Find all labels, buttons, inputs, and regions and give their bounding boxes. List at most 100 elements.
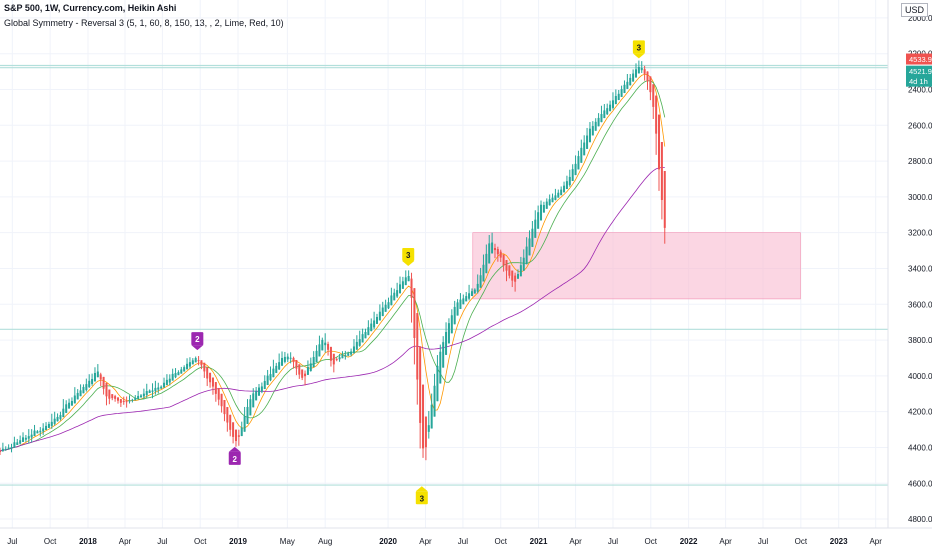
candle-body — [591, 126, 594, 136]
candle-body — [16, 442, 19, 445]
candle-body — [30, 434, 33, 438]
candle-body — [375, 316, 378, 324]
candle-body — [327, 343, 330, 350]
candle-body — [617, 93, 620, 101]
candle-body — [583, 142, 586, 156]
candle-body — [4, 448, 7, 450]
time-tick-label: May — [280, 537, 295, 546]
candle-body — [571, 169, 574, 182]
candle-body — [194, 358, 197, 363]
candle-body — [24, 437, 27, 440]
candle-body — [157, 387, 160, 390]
candle-body — [13, 442, 16, 448]
candle-body — [252, 393, 255, 408]
marker-label: 2 — [195, 335, 200, 344]
candle-body — [519, 265, 522, 277]
candle-body — [364, 332, 367, 339]
candle-body — [634, 69, 637, 78]
chart-title[interactable]: S&P 500, 1W, Currency.com, Heikin Ashi — [4, 3, 177, 13]
reversal-marker: 2 — [191, 332, 204, 351]
candle-body — [188, 362, 191, 367]
candle-body — [514, 275, 517, 282]
candle-body — [525, 246, 528, 265]
time-tick-label: 2018 — [79, 537, 97, 546]
time-tick-label: Jul — [758, 537, 768, 546]
candle-body — [387, 302, 390, 309]
candle-body — [332, 353, 335, 365]
marker-pointer — [228, 446, 241, 452]
candle-body — [629, 77, 632, 86]
candle-body — [111, 394, 114, 399]
candle-body — [413, 288, 416, 338]
candle-body — [260, 386, 263, 392]
candle-body — [151, 390, 154, 392]
candle-body — [309, 363, 312, 371]
candle-body — [36, 431, 39, 434]
time-tick-label: Oct — [645, 537, 658, 546]
candle-body — [73, 395, 76, 404]
candle-body — [453, 306, 456, 325]
price-tick-label: 4200.0 — [908, 408, 932, 417]
candle-body — [637, 66, 640, 74]
candle-body — [554, 195, 557, 200]
candle-body — [352, 346, 355, 353]
time-tick-label: 2023 — [830, 537, 848, 546]
marker-pointer — [191, 345, 204, 351]
candle-body — [390, 295, 393, 306]
candle-body — [93, 372, 96, 382]
candle-body — [180, 369, 183, 374]
candle-body — [243, 416, 246, 432]
candles — [0, 60, 666, 461]
candle-body — [594, 121, 597, 131]
candle-body — [361, 334, 364, 343]
candle-body — [174, 373, 177, 378]
candle-body — [163, 382, 166, 388]
candle-body — [450, 315, 453, 334]
marker-label: 3 — [420, 494, 425, 503]
candle-body — [557, 192, 560, 198]
candle-body — [505, 260, 508, 271]
candle-body — [646, 71, 649, 82]
candle-body — [240, 427, 243, 437]
time-tick-label: 2020 — [379, 537, 397, 546]
candle-body — [502, 254, 505, 266]
candle-body — [223, 400, 226, 415]
candle-body — [165, 379, 168, 386]
candle-body — [0, 451, 2, 453]
candle-body — [257, 387, 261, 396]
candle-body — [577, 156, 580, 170]
time-tick-label: Apr — [419, 537, 432, 546]
moving-average-line — [0, 80, 666, 452]
moving-averages — [0, 73, 666, 452]
candle-body — [508, 265, 511, 276]
price-tick-label: 3400.0 — [908, 264, 932, 273]
candle-body — [643, 69, 646, 74]
target-zone-box — [472, 232, 801, 300]
candle-body — [338, 357, 341, 360]
candle-body — [249, 399, 252, 416]
candle-body — [315, 350, 318, 363]
candle-body — [609, 104, 612, 112]
candle-body — [430, 404, 433, 429]
candle-body — [422, 384, 425, 449]
candle-body — [560, 189, 563, 196]
price-tick-label: 2600.0 — [908, 121, 932, 130]
currency-label[interactable]: USD — [900, 3, 928, 17]
candle-body — [298, 364, 301, 375]
price-tick-label: 4800.0 — [908, 515, 932, 524]
marker-flag — [415, 491, 428, 505]
candle-body — [232, 422, 235, 437]
indicator-legend[interactable]: Global Symmetry - Reversal 3 (5, 1, 60, … — [4, 18, 284, 28]
price-badge-label: 4d 1h — [909, 77, 928, 86]
candle-body — [442, 342, 445, 368]
candle-body — [350, 351, 353, 355]
candle-body — [168, 378, 171, 383]
candle-body — [59, 415, 62, 420]
candle-body — [82, 386, 85, 394]
candle-body — [358, 339, 361, 346]
candle-body — [516, 273, 520, 279]
marker-label: 3 — [637, 43, 642, 52]
candle-body — [655, 95, 658, 134]
